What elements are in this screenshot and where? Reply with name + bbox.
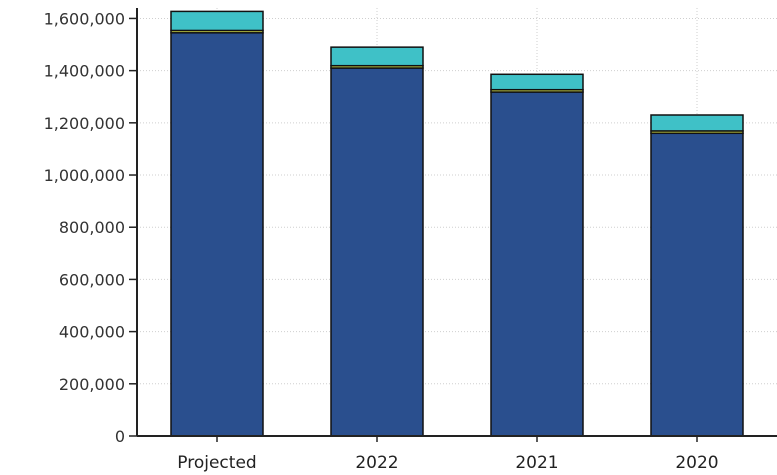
bar-segment-1-2020: [650, 132, 744, 437]
x-category-label: 2021: [515, 453, 558, 473]
bars: [170, 10, 744, 437]
y-tick-label: 0: [115, 427, 125, 446]
x-category-label: 2022: [355, 453, 398, 473]
axis-labels: 0 200,000 400,000 600,000 800,000 1,000,000 1,…: [44, 9, 719, 473]
bar-segment-3-2022: [330, 46, 424, 67]
bar-segment-1-projected: [170, 32, 264, 437]
x-category-label: Projected: [177, 453, 256, 473]
y-tick-label: 400,000: [59, 323, 125, 342]
axes: [129, 8, 777, 442]
x-category-label: 2020: [675, 453, 718, 473]
y-tick-label: 1,200,000: [44, 114, 125, 133]
bar-segment-1-2021: [490, 91, 584, 437]
y-tick-label: 1,400,000: [44, 62, 125, 81]
bar-segment-3-2021: [490, 73, 584, 91]
bar-segment-1-2022: [330, 67, 424, 437]
y-tick-label: 800,000: [59, 218, 125, 237]
y-tick-label: 200,000: [59, 375, 125, 394]
bar-segment-3-2020: [650, 114, 744, 132]
y-tick-label: 1,000,000: [44, 166, 125, 185]
y-tick-label: 600,000: [59, 270, 125, 289]
y-tick-label: 1,600,000: [44, 9, 125, 28]
bar-segment-3-projected: [170, 10, 264, 32]
